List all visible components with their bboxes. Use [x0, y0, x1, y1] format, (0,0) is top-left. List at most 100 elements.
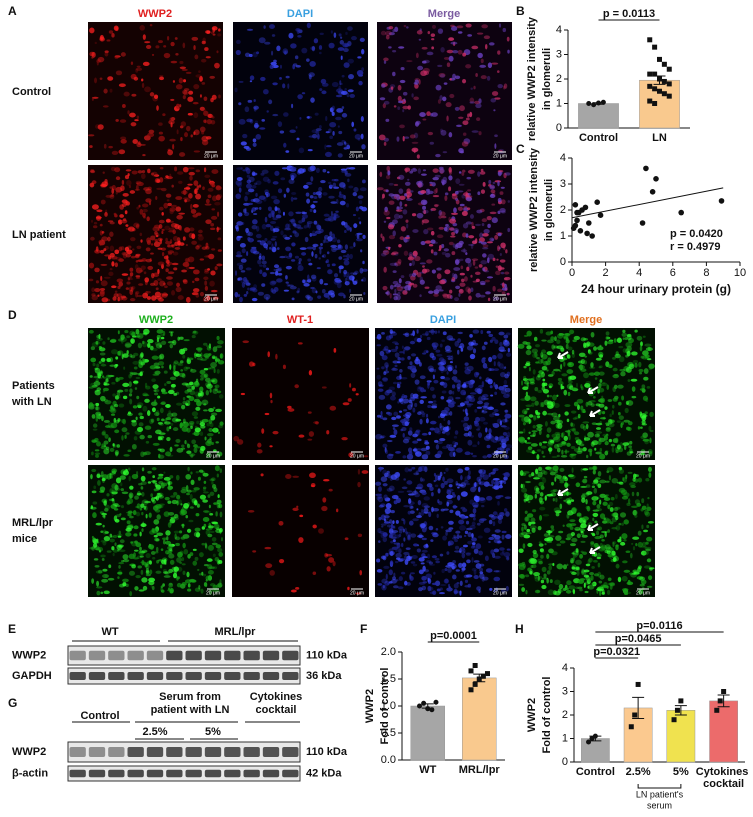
cell — [99, 34, 104, 41]
cell — [407, 430, 413, 436]
cell — [246, 230, 251, 236]
cell — [403, 519, 406, 525]
cell — [590, 542, 596, 547]
cell — [198, 184, 202, 188]
cell — [527, 500, 531, 504]
cell — [409, 340, 416, 345]
cell — [136, 503, 141, 509]
cell — [636, 335, 643, 341]
cell — [96, 590, 101, 596]
cell — [524, 410, 527, 415]
cell — [421, 478, 425, 482]
cell — [217, 547, 223, 553]
cell — [246, 251, 249, 256]
cell — [455, 229, 458, 234]
cell — [161, 228, 165, 231]
cell — [380, 435, 386, 439]
cell — [434, 484, 439, 488]
cell — [211, 521, 219, 525]
cell — [564, 411, 569, 416]
cell — [546, 570, 551, 575]
cell — [122, 582, 127, 587]
cell — [638, 589, 644, 595]
cell — [440, 425, 445, 431]
cell — [636, 502, 642, 507]
cell — [597, 387, 605, 393]
cell — [569, 453, 577, 456]
cell — [541, 577, 549, 580]
cell — [110, 407, 117, 414]
cell — [150, 497, 155, 502]
cell — [536, 356, 540, 360]
cell — [412, 229, 419, 233]
cell — [590, 441, 595, 447]
cell — [210, 362, 217, 368]
cell — [419, 112, 426, 117]
cell — [528, 366, 531, 372]
cell — [137, 333, 144, 339]
cell — [625, 426, 631, 431]
cell — [180, 121, 187, 127]
cell — [115, 27, 119, 32]
cell — [351, 387, 356, 392]
cell — [156, 559, 160, 564]
cell — [405, 547, 411, 550]
cell — [518, 436, 525, 442]
cell — [106, 39, 111, 42]
cell — [377, 583, 383, 586]
cell — [556, 563, 564, 570]
cell — [413, 82, 418, 85]
cell — [444, 195, 448, 201]
cell — [120, 338, 124, 344]
cell — [457, 31, 463, 34]
cell — [582, 408, 586, 414]
cell — [484, 555, 489, 562]
cell — [498, 484, 503, 489]
cell — [342, 184, 346, 190]
cell — [454, 538, 458, 543]
cell — [404, 580, 408, 586]
cell — [127, 245, 132, 249]
cell — [186, 492, 191, 496]
blot-band — [262, 672, 280, 680]
cell — [432, 194, 440, 198]
cell — [587, 577, 592, 582]
cell — [479, 64, 487, 68]
cell — [186, 442, 189, 446]
cell — [446, 355, 453, 358]
cell — [402, 290, 408, 295]
cell — [479, 480, 486, 485]
cell — [129, 190, 136, 194]
cell — [439, 168, 444, 174]
cell — [457, 386, 461, 392]
cell — [213, 487, 218, 493]
cell — [554, 431, 561, 436]
cell — [139, 143, 146, 146]
cell — [187, 466, 190, 472]
cell — [190, 579, 197, 583]
cell — [567, 375, 573, 381]
cell — [580, 368, 587, 372]
cell — [385, 30, 392, 37]
scale-bar-label: 20 μm — [493, 453, 507, 459]
cell — [333, 186, 340, 189]
cell — [567, 346, 573, 351]
cell — [452, 451, 456, 458]
cell — [182, 354, 186, 359]
cell — [440, 129, 447, 136]
cell — [435, 560, 440, 564]
cell — [419, 279, 425, 285]
arrow — [587, 386, 599, 394]
cell — [580, 468, 583, 472]
row-label: GAPDH — [12, 670, 52, 682]
scale-bar-label: 20 μm — [350, 590, 364, 596]
cell — [160, 586, 163, 593]
cell — [142, 451, 147, 456]
cell — [100, 275, 103, 282]
cell — [187, 588, 192, 592]
cell — [455, 285, 461, 290]
cell — [388, 182, 394, 186]
cell — [135, 574, 141, 579]
cell — [94, 449, 100, 452]
